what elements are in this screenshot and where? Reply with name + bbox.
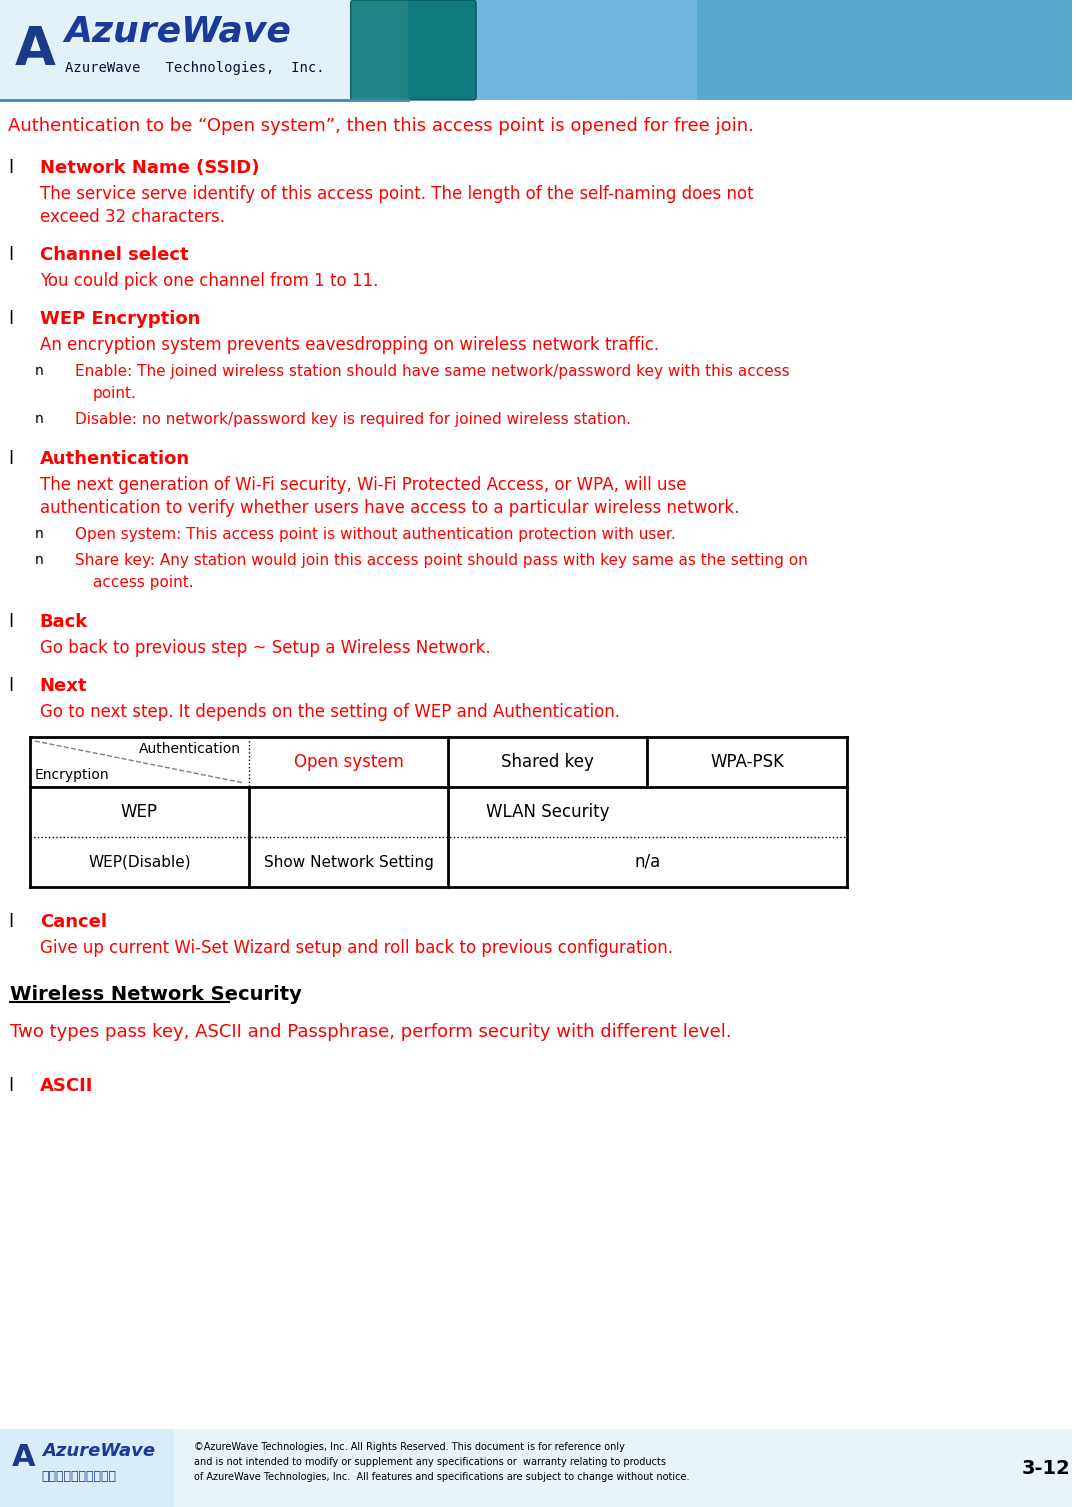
Text: n: n: [34, 365, 44, 378]
Text: Cancel: Cancel: [40, 913, 107, 931]
Text: Go back to previous step ~ Setup a Wireless Network.: Go back to previous step ~ Setup a Wirel…: [40, 639, 491, 657]
Text: Disable: no network/password key is required for joined wireless station.: Disable: no network/password key is requ…: [74, 411, 631, 426]
Text: WEP Encryption: WEP Encryption: [40, 310, 200, 329]
Text: Share key: Any station would join this access point should pass with key same as: Share key: Any station would join this a…: [74, 553, 807, 568]
Text: Open system: This access point is without authentication protection with user.: Open system: This access point is withou…: [74, 527, 676, 543]
Text: Open system: Open system: [294, 754, 404, 772]
Text: Authentication to be “Open system”, then this access point is opened for free jo: Authentication to be “Open system”, then…: [8, 118, 754, 136]
FancyBboxPatch shape: [697, 0, 1072, 99]
Text: l: l: [8, 451, 13, 469]
Text: Authentication: Authentication: [139, 741, 241, 757]
FancyBboxPatch shape: [398, 0, 1072, 99]
Text: A: A: [12, 1442, 36, 1471]
Text: AzureWave   Technologies,  Inc.: AzureWave Technologies, Inc.: [65, 60, 324, 75]
Text: exceed 32 characters.: exceed 32 characters.: [40, 208, 225, 226]
Text: l: l: [8, 160, 13, 176]
Text: l: l: [8, 1078, 13, 1096]
Text: AzureWave: AzureWave: [42, 1442, 155, 1460]
Text: The next generation of Wi-Fi security, Wi-Fi Protected Access, or WPA, will use: The next generation of Wi-Fi security, W…: [40, 476, 686, 494]
Text: The service serve identify of this access point. The length of the self-naming d: The service serve identify of this acces…: [40, 185, 753, 203]
Text: l: l: [8, 913, 13, 931]
Text: Authentication: Authentication: [40, 451, 190, 469]
Text: n/a: n/a: [635, 853, 661, 871]
Text: Wireless Network Security: Wireless Network Security: [10, 986, 302, 1004]
Text: n: n: [34, 527, 44, 541]
Text: ©AzureWave Technologies, Inc. All Rights Reserved. This document is for referenc: ©AzureWave Technologies, Inc. All Rights…: [195, 1442, 625, 1453]
Text: l: l: [8, 246, 13, 264]
Text: An encryption system prevents eavesdropping on wireless network traffic.: An encryption system prevents eavesdropp…: [40, 336, 659, 354]
Text: A: A: [15, 24, 56, 75]
FancyBboxPatch shape: [0, 1429, 1072, 1507]
Text: Network Name (SSID): Network Name (SSID): [40, 160, 259, 176]
Text: Two types pass key, ASCII and Passphrase, perform security with different level.: Two types pass key, ASCII and Passphrase…: [10, 1023, 732, 1041]
FancyBboxPatch shape: [0, 0, 1072, 99]
FancyBboxPatch shape: [351, 0, 476, 99]
Text: n: n: [34, 553, 44, 567]
Text: Show Network Setting: Show Network Setting: [264, 854, 434, 870]
Text: of AzureWave Technologies, Inc.  All features and specifications are subject to : of AzureWave Technologies, Inc. All feat…: [195, 1472, 690, 1481]
Text: Channel select: Channel select: [40, 246, 188, 264]
Text: and is not intended to modify or supplement any specifications or  warranty rela: and is not intended to modify or supplem…: [195, 1457, 666, 1466]
FancyBboxPatch shape: [0, 0, 409, 99]
Text: Go to next step. It depends on the setting of WEP and Authentication.: Go to next step. It depends on the setti…: [40, 702, 620, 720]
Text: l: l: [8, 613, 13, 631]
Text: Enable: The joined wireless station should have same network/password key with t: Enable: The joined wireless station shou…: [74, 365, 790, 378]
Text: AzureWave: AzureWave: [65, 15, 292, 50]
Text: l: l: [8, 310, 13, 329]
Text: WEP: WEP: [121, 803, 158, 821]
Text: WLAN Security: WLAN Security: [486, 803, 610, 821]
Text: WPA-PSK: WPA-PSK: [710, 754, 784, 772]
Text: point.: point.: [93, 386, 137, 401]
Text: 3-12: 3-12: [1021, 1459, 1071, 1477]
Text: Give up current Wi-Set Wizard setup and roll back to previous configuration.: Give up current Wi-Set Wizard setup and …: [40, 939, 672, 957]
Text: Shared key: Shared key: [501, 754, 594, 772]
Text: ASCII: ASCII: [40, 1078, 94, 1096]
Text: WEP(Disable): WEP(Disable): [88, 854, 190, 870]
FancyBboxPatch shape: [0, 1429, 174, 1507]
Text: Back: Back: [40, 613, 88, 631]
Text: authentication to verify whether users have access to a particular wireless netw: authentication to verify whether users h…: [40, 499, 739, 517]
Text: You could pick one channel from 1 to 11.: You could pick one channel from 1 to 11.: [40, 271, 379, 289]
Text: n: n: [34, 411, 44, 426]
Text: 海華科技股份有限公司: 海華科技股份有限公司: [42, 1471, 117, 1483]
Text: Next: Next: [40, 677, 87, 695]
Text: Encryption: Encryption: [34, 769, 110, 782]
Text: access point.: access point.: [93, 576, 194, 591]
Text: l: l: [8, 677, 13, 695]
